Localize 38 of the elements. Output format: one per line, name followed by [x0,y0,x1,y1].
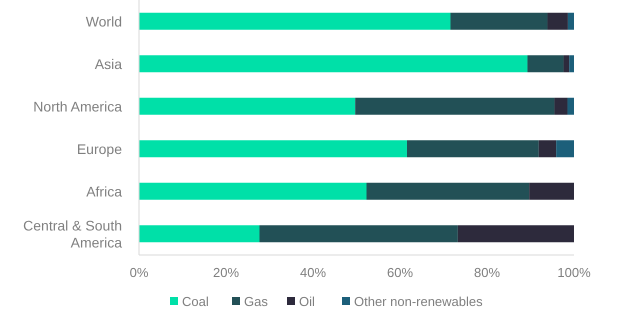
x-tick-label: 40% [300,265,326,280]
y-tick-label: Central & South America [23,217,122,250]
legend-label: Oil [299,294,315,309]
bar [529,182,574,200]
bar [556,140,574,158]
bar [139,12,450,30]
x-tick-label: 80% [474,265,500,280]
bar [259,225,458,242]
bar [547,12,568,30]
bar [569,55,574,72]
bar [139,182,367,200]
bar [139,225,260,242]
y-tick-label: World [86,13,122,30]
x-tick-label: 60% [386,265,414,280]
bar [355,98,554,115]
bar [568,12,574,30]
bar [406,140,539,158]
bar [366,182,530,200]
legend-label: Coal [182,294,209,309]
x-tick-label: 20% [212,265,240,280]
bar [567,98,574,115]
y-tick-label: Africa [86,183,122,200]
bar [139,98,356,115]
bar [139,140,407,158]
bar [538,140,556,158]
x-tick-label: 0% [130,265,149,280]
y-tick-label: North America [33,98,122,114]
y-tick-label: Europe [76,140,122,157]
x-tick-label: 100% [557,265,592,280]
legend-label: Gas [244,294,268,309]
y-tick-label: Asia [94,56,122,72]
bar [554,98,568,115]
bar [458,225,574,242]
legend-label: Other non-renewables [354,294,484,309]
bar [564,55,570,72]
bar [450,12,548,30]
bar [139,55,528,72]
bar [527,55,564,72]
